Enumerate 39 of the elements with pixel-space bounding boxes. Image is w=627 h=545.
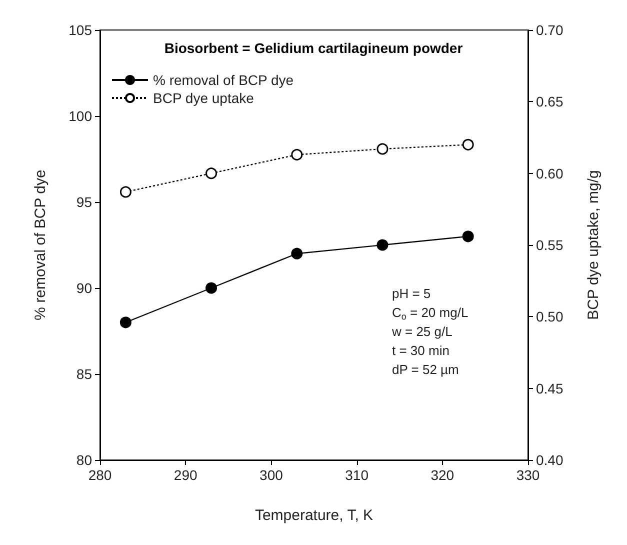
y-tick-label: 95 (76, 194, 92, 210)
y2-tick-label: 0.65 (536, 94, 564, 110)
annotation: pH = 5 (392, 286, 431, 301)
y-axis-title: % removal of BCP dye (32, 170, 49, 320)
y-tick-label: 90 (76, 280, 92, 296)
x-tick-label: 320 (430, 467, 454, 483)
y-tick-label: 80 (76, 452, 92, 468)
y2-tick-label: 0.70 (536, 22, 564, 38)
y2-tick-label: 0.40 (536, 452, 564, 468)
y-tick-label: 105 (68, 22, 92, 38)
annotation: w = 25 g/L (391, 324, 452, 339)
x-tick-label: 310 (345, 467, 369, 483)
point (462, 230, 474, 242)
x-tick-label: 290 (174, 467, 198, 483)
point (376, 143, 388, 155)
text: Biosorbent = Gelidium cartilagineum powder (164, 40, 464, 56)
x-tick-label: 280 (88, 467, 112, 483)
annotation: dP = 52 µm (392, 362, 459, 377)
y2-tick-label: 0.45 (536, 380, 564, 396)
legend-label: % removal of BCP dye (153, 72, 294, 88)
y-tick-label: 85 (76, 366, 92, 382)
annotation: t = 30 min (392, 343, 450, 358)
point (206, 282, 218, 294)
point (120, 316, 132, 328)
x-tick-label: 330 (516, 467, 540, 483)
y2-tick-label: 0.50 (536, 308, 564, 325)
legend-label: BCP dye uptake (153, 90, 254, 106)
x-tick-label: 300 (260, 467, 284, 483)
y2-tick-label: 0.60 (536, 165, 564, 182)
x-axis-title: Temperature, T, K (254, 507, 374, 524)
point (206, 168, 218, 180)
point (291, 148, 303, 160)
y-tick-label: 100 (68, 108, 92, 124)
point (462, 138, 474, 150)
y2-axis-title: BCP dye uptake, mg/g (585, 170, 602, 320)
point (291, 248, 303, 260)
point (376, 239, 388, 251)
y2-tick-label: 0.55 (536, 237, 564, 253)
point (120, 186, 132, 198)
